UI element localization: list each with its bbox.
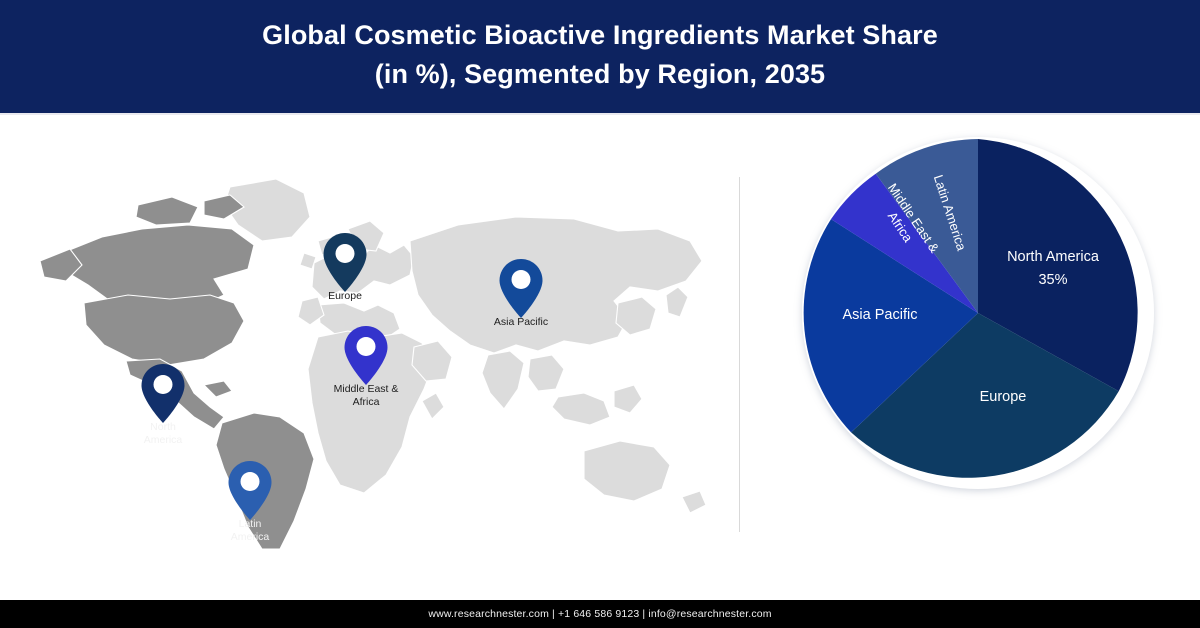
map-pin-north-america[interactable]: North America: [140, 363, 186, 446]
map-pin-label-middle-east-africa: Middle East & Africa: [334, 383, 399, 409]
pie-chart-graphic: North America 35% Europe Asia Pacific Mi…: [802, 137, 1154, 489]
page-title: Global Cosmetic Bioactive Ingredients Ma…: [262, 16, 938, 97]
location-pin-icon: [141, 364, 185, 423]
map-pin-label-asia-pacific: Asia Pacific: [494, 316, 548, 329]
pie-slice-europe[interactable]: [851, 313, 1119, 478]
map-pin-label-europe: Europe: [328, 290, 362, 303]
location-pin-icon: [228, 461, 272, 520]
pie-label-asia-pacific: Asia Pacific: [843, 307, 918, 323]
map-pin-label-north-america: North America: [144, 421, 183, 447]
pin-label-line1: Latin: [238, 518, 262, 530]
map-landmasses-light: [223, 178, 707, 514]
location-pin-icon: [499, 259, 543, 318]
header-band: Global Cosmetic Bioactive Ingredients Ma…: [0, 0, 1200, 115]
location-pin-icon: [323, 233, 367, 292]
map-pin-latin-america[interactable]: Latin America: [227, 460, 273, 543]
pin-label-line1: Asia Pacific: [493, 316, 549, 328]
pie-slice-north-america[interactable]: [978, 139, 1138, 392]
pin-label-line1: North: [150, 421, 176, 433]
location-pin-icon: [344, 326, 388, 385]
footer-contact-text: www.researchnester.com | +1 646 586 9123…: [428, 608, 772, 620]
pie-slice-asia-pacific[interactable]: [803, 219, 978, 433]
pie-value-north-america: 35%: [1038, 272, 1067, 288]
map-pin-asia-pacific[interactable]: Asia Pacific: [494, 258, 548, 328]
map-pin-europe[interactable]: Europe: [322, 232, 368, 302]
map-pin-label-latin-america: Latin America: [231, 518, 270, 544]
pie-chart: North America 35% Europe Asia Pacific Mi…: [800, 135, 1156, 491]
world-map-graphic: [39, 178, 707, 550]
content-area: North America Latin America: [0, 115, 1200, 600]
pin-label-line1: Europe: [328, 290, 362, 302]
page-title-line2: (in %), Segmented by Region, 2035: [374, 58, 826, 89]
pie-chart-panel: North America 35% Europe Asia Pacific Mi…: [740, 115, 1200, 600]
pie-slice-latin-america[interactable]: [875, 139, 978, 313]
panel-divider: [739, 177, 740, 532]
map-pin-middle-east-africa[interactable]: Middle East & Africa: [334, 325, 398, 408]
footer-band: www.researchnester.com | +1 646 586 9123…: [0, 600, 1200, 628]
pie-label-europe: Europe: [980, 389, 1027, 405]
pie-slice-middle-east-africa[interactable]: [831, 173, 978, 313]
pin-label-line2: Africa: [352, 395, 380, 408]
world-map-panel: North America Latin America: [0, 115, 740, 600]
pin-label-line1: Middle East &: [333, 383, 399, 395]
pie-label-north-america: North America: [1007, 249, 1100, 265]
pin-label-line2: America: [143, 433, 183, 446]
pin-label-line2: America: [230, 530, 270, 543]
page-title-line1: Global Cosmetic Bioactive Ingredients Ma…: [262, 20, 938, 51]
